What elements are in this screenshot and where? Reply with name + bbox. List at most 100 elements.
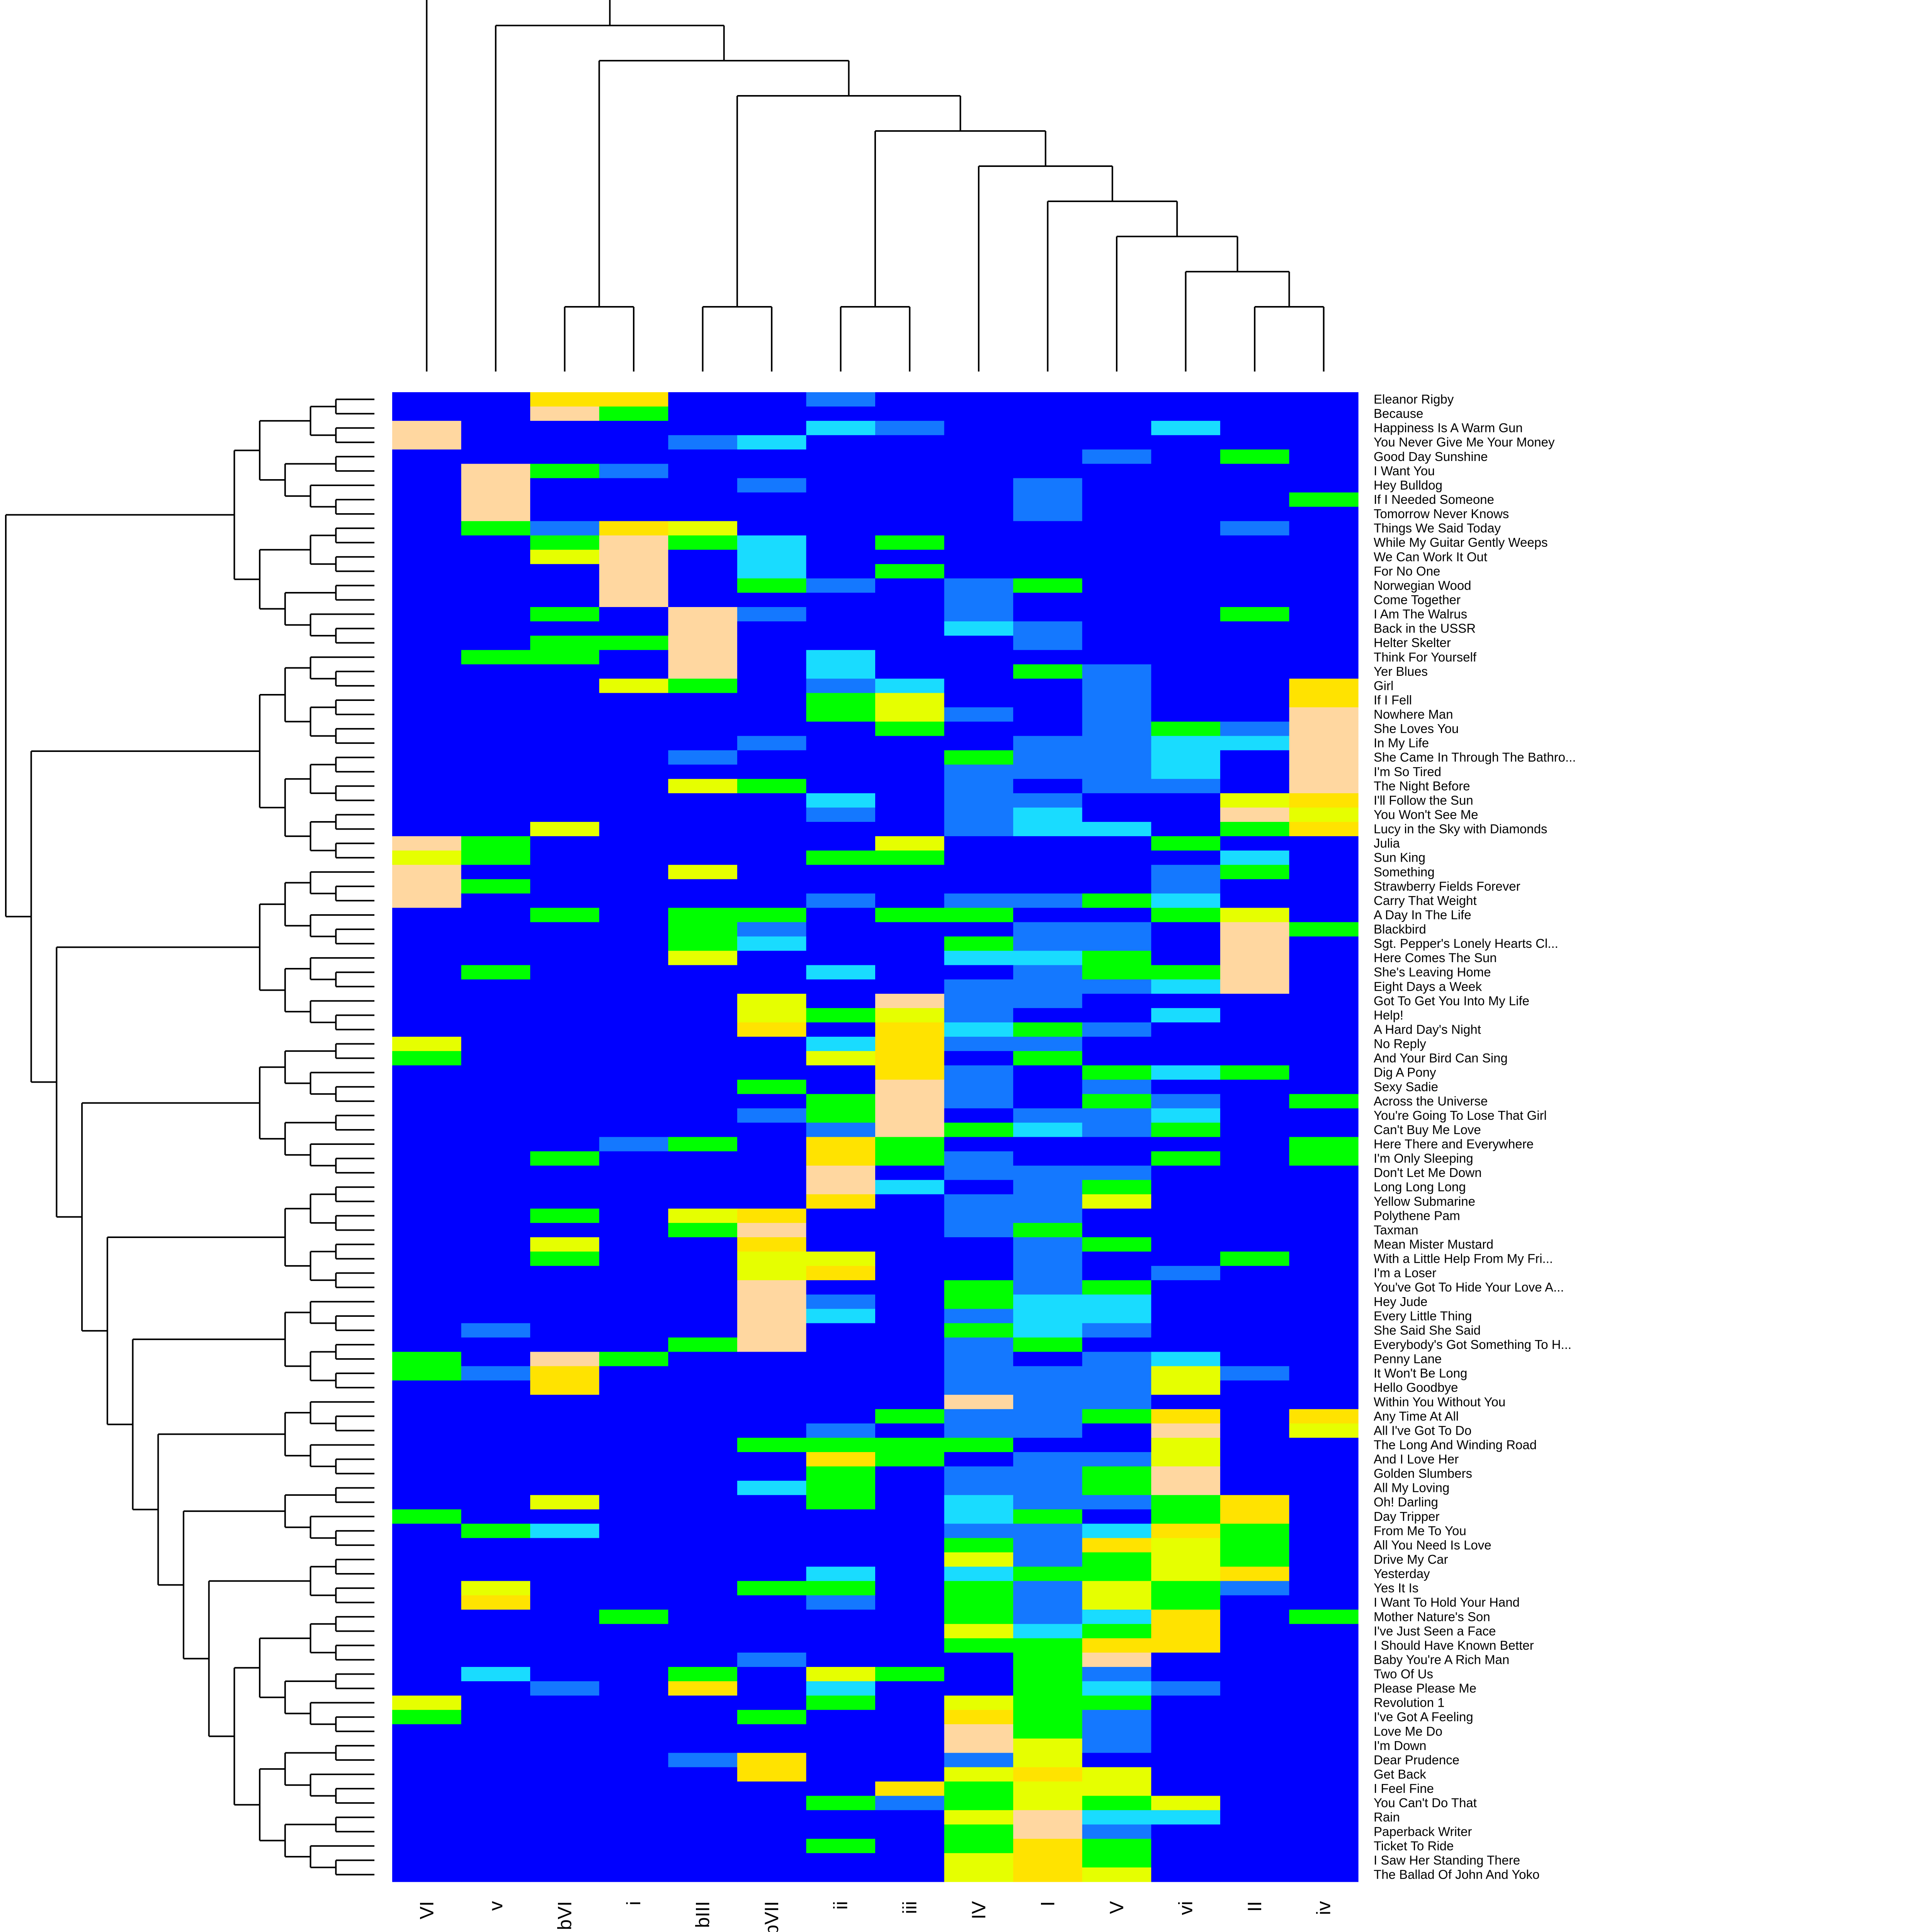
heatmap-cell — [1220, 578, 1290, 593]
heatmap-cell — [1220, 1294, 1290, 1309]
heatmap-cell — [1151, 1524, 1221, 1538]
heatmap-cell — [1151, 1624, 1221, 1639]
heatmap-cell — [1289, 836, 1359, 851]
heatmap-cell — [461, 1294, 531, 1309]
heatmap-cell — [1289, 1481, 1359, 1495]
heatmap-cell — [1151, 1495, 1221, 1510]
heatmap-cell — [668, 1652, 738, 1667]
heatmap-cell — [1289, 1696, 1359, 1710]
heatmap-cell — [599, 807, 668, 822]
heatmap-cell — [1013, 636, 1083, 650]
heatmap-cell — [392, 406, 462, 421]
heatmap-cell — [461, 750, 531, 765]
heatmap-cell — [392, 936, 462, 951]
heatmap-cell — [530, 1538, 600, 1553]
row-label: Revolution 1 — [1374, 1696, 1444, 1710]
heatmap-cell — [806, 951, 876, 966]
heatmap-cell — [599, 421, 668, 435]
heatmap-cell — [737, 1667, 807, 1682]
heatmap-cell — [806, 1652, 876, 1667]
heatmap-cell — [1220, 1037, 1290, 1051]
heatmap-cell — [806, 607, 876, 622]
heatmap-cell — [668, 1781, 738, 1796]
heatmap-cell — [1289, 1796, 1359, 1811]
heatmap-cell — [461, 478, 531, 493]
heatmap-cell — [1220, 893, 1290, 908]
heatmap-cell — [1151, 592, 1221, 607]
heatmap-cell — [530, 1638, 600, 1653]
heatmap-cell — [530, 1037, 600, 1051]
row-label: Mother Nature's Son — [1374, 1609, 1490, 1624]
heatmap-cell — [875, 1309, 945, 1323]
heatmap-cell — [737, 464, 807, 479]
heatmap-cell — [1082, 1037, 1151, 1051]
heatmap-cell — [530, 1437, 600, 1452]
heatmap-cell — [530, 1409, 600, 1424]
heatmap-cell — [392, 507, 462, 522]
heatmap-cell — [1151, 1252, 1221, 1266]
heatmap-cell — [1013, 1309, 1083, 1323]
heatmap-cell — [737, 707, 807, 722]
heatmap-cell — [1220, 1051, 1290, 1066]
row-label: Rain — [1374, 1810, 1400, 1824]
heatmap-cell — [875, 1509, 945, 1524]
row-label: I've Just Seen a Face — [1374, 1624, 1496, 1638]
heatmap-cell — [530, 621, 600, 636]
heatmap-cell — [1013, 865, 1083, 879]
heatmap-cell — [461, 578, 531, 593]
heatmap-cell — [1082, 1581, 1151, 1596]
heatmap-cell — [806, 779, 876, 794]
heatmap-cell — [737, 1452, 807, 1467]
heatmap-cell — [1013, 736, 1083, 751]
heatmap-cell — [875, 1810, 945, 1825]
heatmap-cell — [668, 850, 738, 865]
heatmap-cell — [1220, 1796, 1290, 1811]
heatmap-cell — [806, 1423, 876, 1438]
heatmap-cell — [461, 1051, 531, 1066]
heatmap-cell — [461, 406, 531, 421]
heatmap-cell — [668, 1252, 738, 1266]
heatmap-cell — [806, 521, 876, 536]
heatmap-cell — [530, 1738, 600, 1753]
heatmap-cell — [875, 1667, 945, 1682]
heatmap-cell — [806, 1753, 876, 1768]
heatmap-cell — [530, 1595, 600, 1610]
heatmap-cell — [1220, 1309, 1290, 1323]
row-label: I'm a Loser — [1374, 1266, 1436, 1280]
heatmap-cell — [1151, 779, 1221, 794]
row-label: Girl — [1374, 679, 1393, 693]
heatmap-cell — [875, 636, 945, 650]
heatmap-cell — [1220, 1538, 1290, 1553]
heatmap-cell — [1289, 435, 1359, 450]
heatmap-cell — [1289, 979, 1359, 994]
heatmap-cell — [737, 793, 807, 808]
heatmap-cell — [737, 1652, 807, 1667]
heatmap-cell — [461, 664, 531, 679]
heatmap-cell — [1289, 1065, 1359, 1080]
heatmap-cell — [392, 807, 462, 822]
heatmap-cell — [875, 1208, 945, 1223]
heatmap-cell — [1151, 1280, 1221, 1295]
heatmap-cell — [461, 449, 531, 464]
heatmap-cell — [392, 707, 462, 722]
heatmap-cell — [1013, 1696, 1083, 1710]
heatmap-cell — [599, 1552, 668, 1567]
heatmap-cell — [875, 1538, 945, 1553]
heatmap-cell — [944, 1080, 1014, 1094]
heatmap-cell — [599, 1566, 668, 1582]
heatmap-cell — [668, 1051, 738, 1066]
row-label: Here There and Everywhere — [1374, 1137, 1534, 1151]
heatmap-cell — [392, 1624, 462, 1639]
heatmap-cell — [1082, 893, 1151, 908]
heatmap-cell — [668, 592, 738, 607]
row-label: The Long And Winding Road — [1374, 1437, 1537, 1452]
column-label: iv — [1313, 1901, 1335, 1915]
heatmap-cell — [530, 392, 600, 407]
heatmap-cell — [1082, 1366, 1151, 1381]
heatmap-cell — [599, 1867, 668, 1882]
heatmap-cell — [737, 822, 807, 837]
row-label: Love Me Do — [1374, 1724, 1442, 1738]
heatmap-cell — [461, 521, 531, 536]
heatmap-cell — [530, 1366, 600, 1381]
row-label: Hey Bulldog — [1374, 478, 1442, 492]
